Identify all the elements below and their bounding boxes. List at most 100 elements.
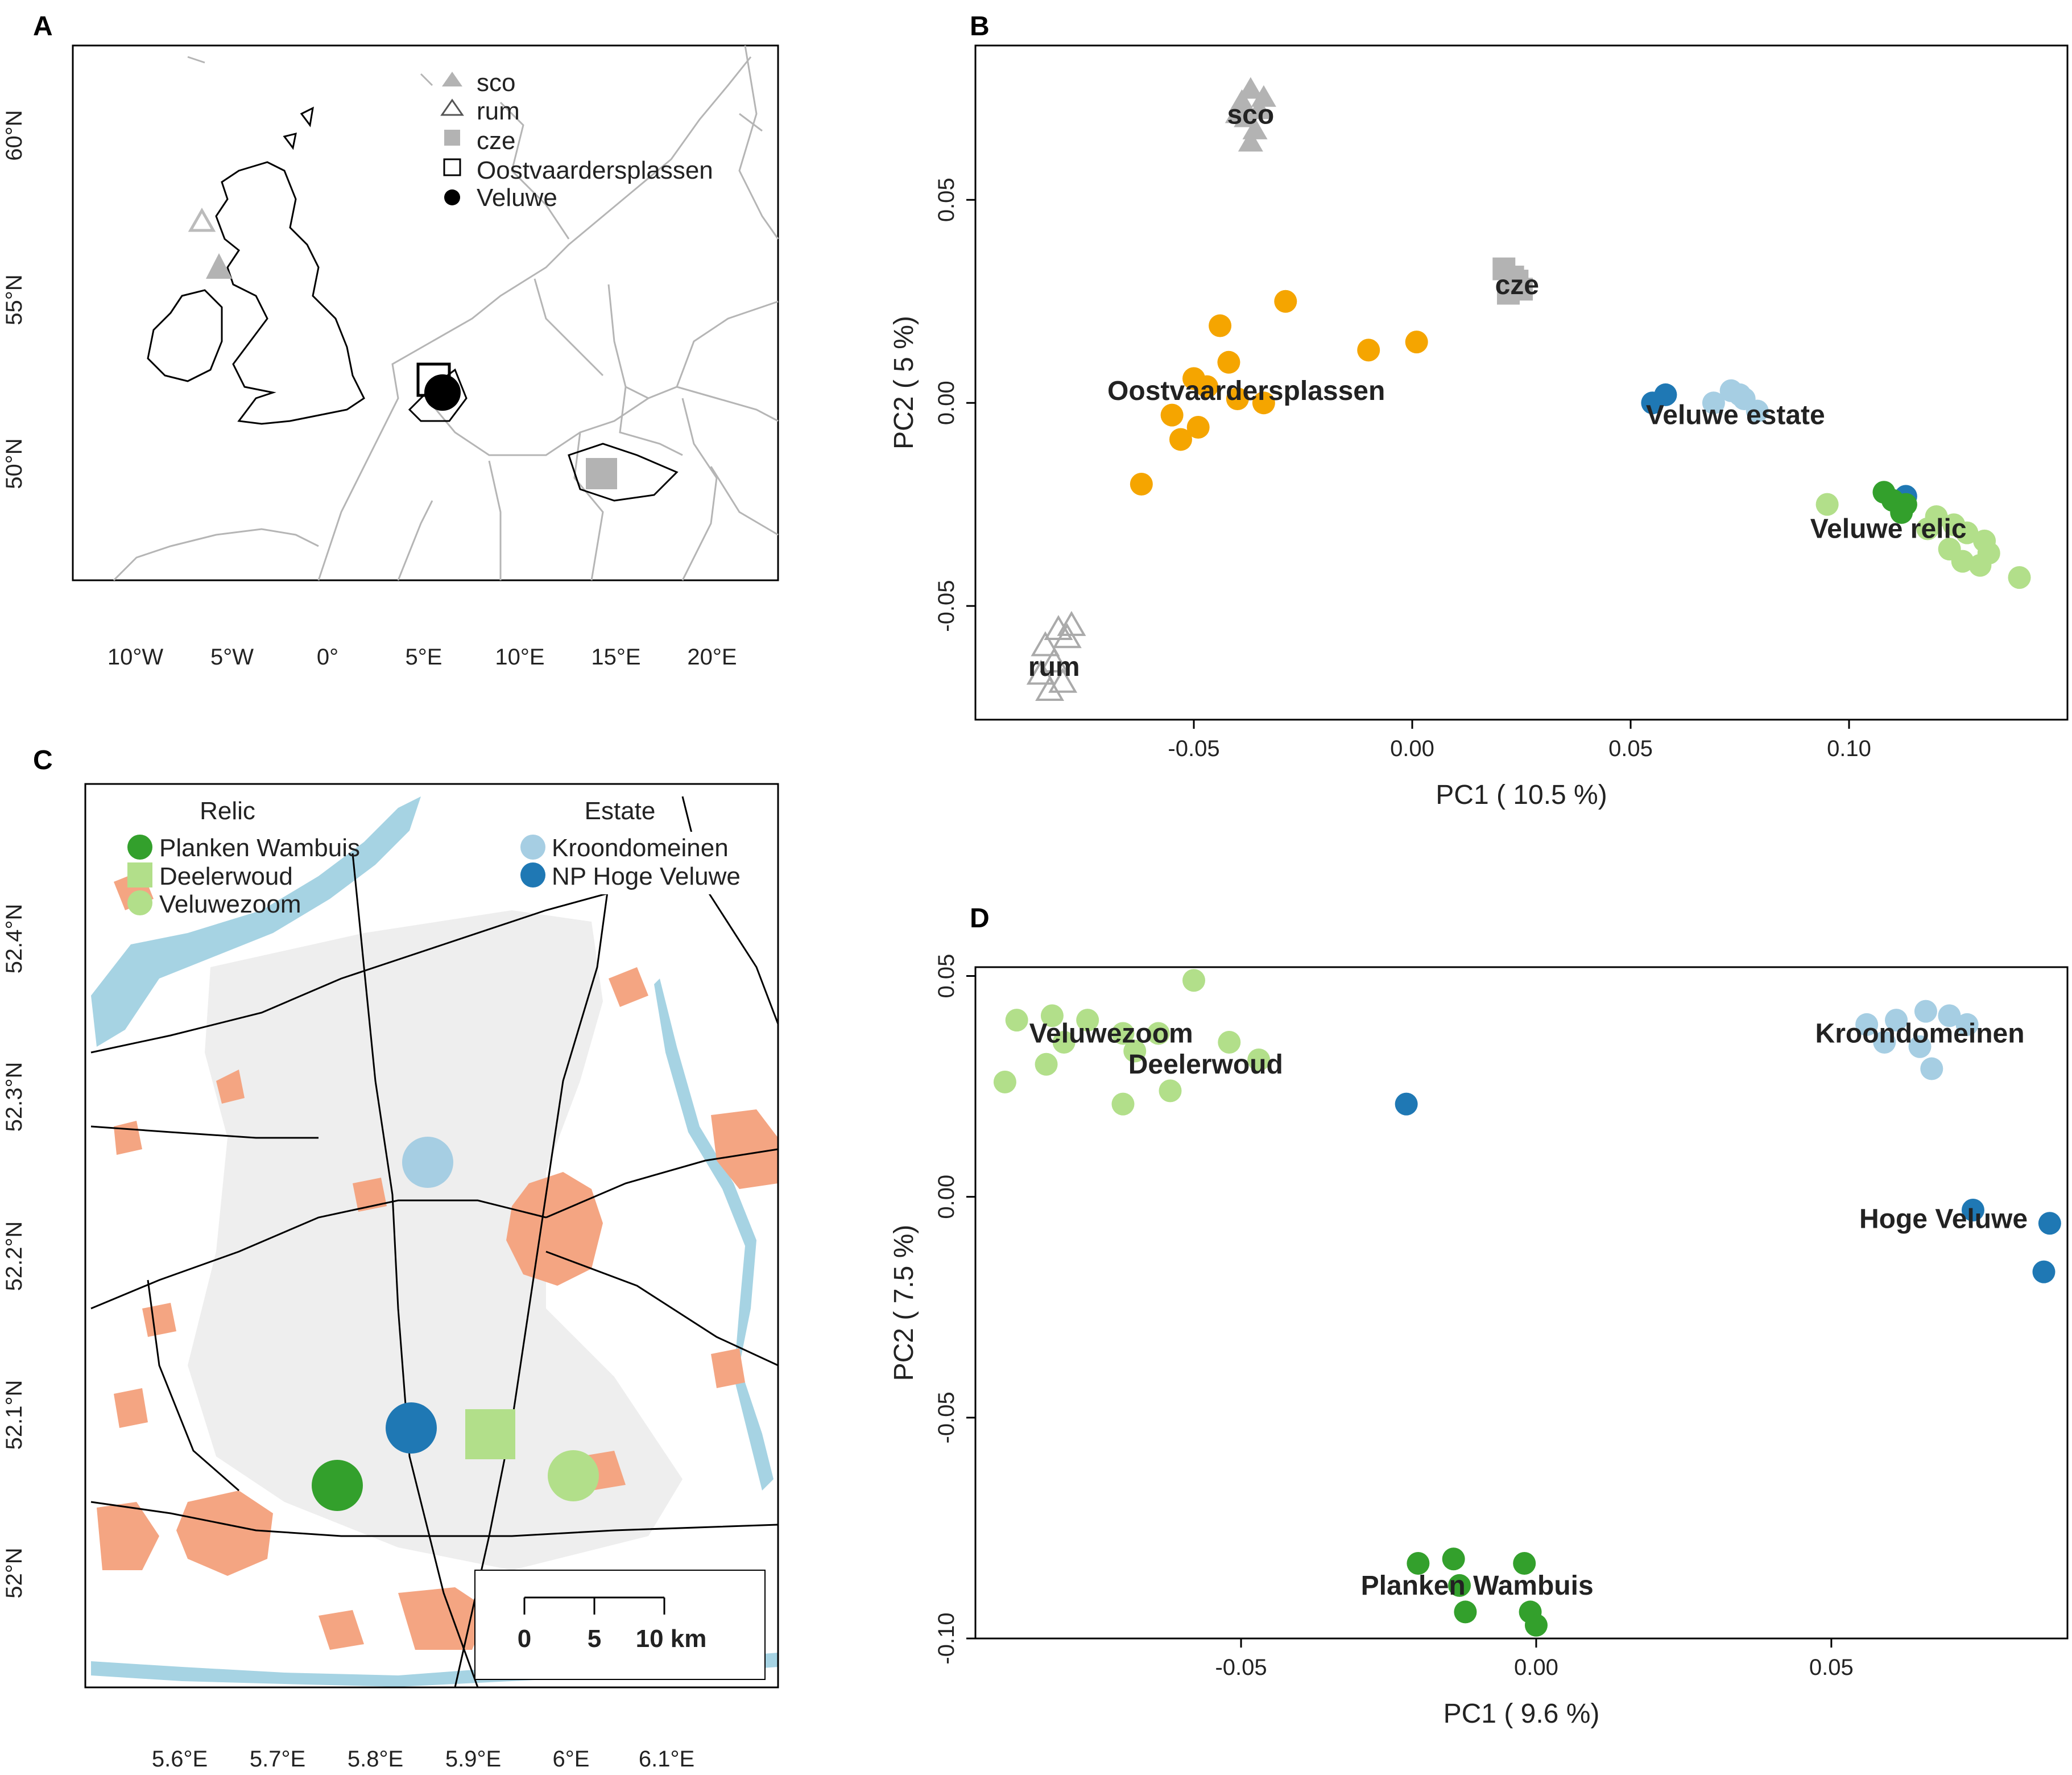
panel-b-point-veluwe-estate-kroondomeinen [1746,399,1769,423]
panel-d-point-veluwezoom-deelerwoud [1111,1092,1135,1116]
map-c-urban-areas [97,842,778,1650]
panel-c-map: C [2,745,779,1772]
panel-d-point-np-hoge-veluwe [1395,1092,1418,1116]
panel-d-label-kroondomeinen: Kroondomeinen [1815,1018,2025,1049]
map-a-x-ticks: 10°W 5°W 0° 5°E 10°E 15°E 20°E [107,645,737,670]
panel-d-point-planken-wambuis [1407,1552,1430,1575]
np-hoge-veluwe-marker [386,1402,437,1454]
panel-b-letter: B [970,11,990,42]
panel-b-series-oostvaardersplassen [1130,290,1428,496]
panel-d-point-veluwezoom-deelerwoud [1111,1022,1135,1045]
panel-d-plot-frame [974,966,2069,1640]
map-a-x-tick: 15°E [591,645,640,670]
panel-d-point-planken-wambuis [1513,1552,1536,1575]
map-c-frame [84,783,779,1689]
panel-b-point-veluwe-relic-veluwezoom-deelerwoud [1815,493,1839,516]
panel-b-point-veluwe-estate-kroondomeinen [1702,391,1725,415]
panel-b-point-rum [1026,659,1056,685]
map-c-legend: Relic Estate Planken Wambuis Deelerwoud … [127,797,745,918]
veluwezoom-marker [548,1450,599,1501]
panel-d-point-kroondomeinen [1885,1009,1908,1032]
legend-planken-wambuis-icon [127,835,152,860]
legend-deelerwoud-label: Deelerwoud [159,862,293,890]
kroondomeinen-marker [402,1137,453,1188]
map-c-points [312,1137,599,1511]
panel-b-y-tick-label: -0.05 [934,580,959,632]
legend-kroondomeinen-label: Kroondomeinen [552,834,729,862]
legend-oostvaardersplassen-icon [443,158,461,176]
panel-b-point-oostvaardersplassen [1160,403,1184,427]
panel-d-point-planken-wambuis [1524,1613,1548,1637]
map-a-x-tick: 20°E [687,645,737,670]
panel-a-letter: A [33,11,53,42]
deelerwoud-marker [465,1409,515,1459]
legend-kroondomeinen-icon [520,835,545,860]
panel-a-map: A [2,11,779,670]
panel-b-point-veluwe-relic-veluwezoom-deelerwoud [2008,566,2031,589]
panel-d-point-kroondomeinen [1938,1004,1961,1027]
panel-d-y-tick-label: -0.10 [934,1612,959,1664]
legend-veluwezoom-label: Veluwezoom [159,890,301,918]
scale-bar-tick: 5 [588,1625,601,1653]
panel-b-point-oostvaardersplassen [1169,428,1192,451]
map-c-x-tick: 5.6°E [152,1747,208,1772]
panel-d-point-kroondomeinen [1920,1057,1943,1080]
panel-b-point-veluwe-relic-veluwezoom-deelerwoud [1968,554,1992,577]
map-c-y-tick: 52.4°N [2,904,27,974]
legend-sco-icon [442,72,462,86]
map-a-x-tick: 5°W [210,645,254,670]
panel-d-point-kroondomeinen [1908,1035,1932,1058]
map-a-x-tick: 10°W [107,645,163,670]
map-a-points [188,207,617,489]
panel-d-point-planken-wambuis [1454,1600,1477,1624]
map-c-x-tick: 5.7°E [250,1747,305,1772]
panel-d-point-np-hoge-veluwe [2032,1260,2056,1283]
panel-b-point-oostvaardersplassen [1186,416,1210,439]
map-a-y-tick: 60°N [2,110,27,160]
panel-b-x-tick-label: 0.05 [1608,736,1653,761]
panel-b-point-veluwe-relic-veluwezoom-deelerwoud [1938,538,1961,561]
panel-d-point-np-hoge-veluwe [1961,1198,1984,1221]
panel-b-point-oostvaardersplassen [1217,350,1240,374]
panel-b-point-rum [1057,610,1086,636]
panel-b-point-cze [1506,270,1529,293]
panel-d-series-planken-wambuis [1407,1547,1548,1637]
panel-c-letter: C [33,745,53,775]
scale-bar-tick: 10 km [636,1625,707,1653]
panel-d-series-veluwezoom-deelerwoud [993,969,1271,1116]
map-a-uk-ireland [147,106,679,502]
legend-relic-title: Relic [200,797,255,825]
legend-cze-label: cze [477,127,515,155]
panel-d-point-veluwezoom-deelerwoud [1218,1030,1241,1054]
panel-b-x-tick-label: -0.05 [1168,736,1219,761]
scale-bar-line [523,1596,665,1615]
panel-b-point-rum [1052,623,1082,649]
panel-d-y-tick-label: -0.05 [934,1392,959,1443]
panel-d-x-tick-label: 0.05 [1809,1655,1854,1680]
legend-rum-label: rum [477,97,520,125]
panel-b-label-oostvaardersplassen: Oostvaardersplassen [1107,376,1385,406]
panel-b-point-rum [1031,631,1060,657]
panel-b-label-cze: cze [1495,270,1539,300]
panel-d-x-tick-label: 0.00 [1514,1655,1558,1680]
panel-d-point-np-hoge-veluwe [2038,1212,2061,1235]
panel-b-point-veluwe-relic-veluwezoom-deelerwoud [1916,517,1939,540]
panel-d-point-veluwezoom-deelerwoud [1247,1049,1271,1072]
map-c-x-tick: 6.1°E [639,1747,694,1772]
panel-d-y-axis-title: PC2 ( 7.5 %) [889,1225,919,1381]
rum-marker [188,207,216,232]
map-c-x-tick: 5.9°E [445,1747,501,1772]
panel-b-y-tick-label: 0.00 [934,381,959,425]
panel-b-label-veluwe-estate: Veluwe estate [1646,401,1825,431]
panel-b-point-oostvaardersplassen [1196,375,1219,398]
map-a-y-tick: 55°N [2,274,27,325]
panel-d-label-hoge-veluwe: Hoge Veluwe [1859,1204,2028,1235]
panel-d-point-kroondomeinen [1955,1013,1979,1036]
sco-marker [206,253,232,279]
panel-b-plot-frame [974,44,2069,721]
panel-b-point-sco [1251,85,1276,107]
map-c-y-tick: 52.2°N [2,1221,27,1291]
panel-d-point-veluwezoom-deelerwoud [1035,1052,1058,1076]
panel-d-point-veluwezoom-deelerwoud [1123,1039,1147,1063]
